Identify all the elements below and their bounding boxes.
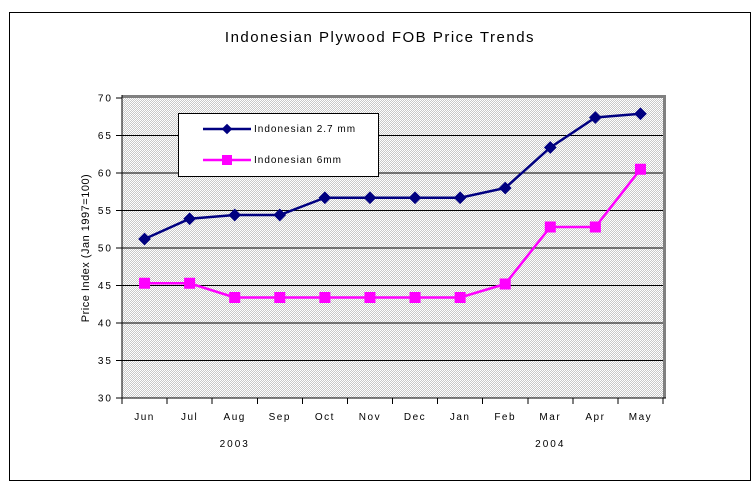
square-marker: [409, 292, 421, 303]
y-axis-tick-label: 65: [98, 131, 113, 142]
diamond-marker: [228, 208, 242, 222]
line-diamond-marker-icon: [203, 123, 251, 135]
y-axis-tick-label: 35: [98, 356, 113, 367]
x-axis-tick-label: Dec: [404, 412, 426, 423]
square-marker: [499, 278, 511, 290]
diamond-marker: [318, 191, 332, 205]
legend: Indonesian 2.7 mm Indonesian 6mm: [178, 113, 379, 177]
square-marker: [139, 277, 151, 289]
y-axis-tick-label: 55: [98, 206, 113, 217]
x-axis-tick-label: Jan: [450, 412, 471, 423]
diamond-marker: [363, 191, 377, 205]
square-marker: [454, 292, 466, 303]
y-axis-tick-label: 45: [98, 281, 113, 292]
diamond-marker: [408, 191, 422, 205]
series-line-0: [144, 112, 641, 241]
x-axis-tick-label: Mar: [539, 412, 561, 423]
plot-border-right: [663, 95, 666, 398]
legend-entry-series-2: Indonesian 6mm: [179, 146, 378, 174]
square-marker: [364, 292, 376, 303]
y-axis-title: Price Index (Jan 1997=100): [80, 173, 92, 323]
x-axis-tick-label: Jul: [181, 412, 198, 423]
x-axis-tick-label: Nov: [359, 412, 381, 423]
x-axis-tick-label: Apr: [585, 412, 605, 423]
diamond-marker: [498, 181, 512, 195]
legend-label-series-1: Indonesian 2.7 mm: [254, 123, 357, 135]
x-axis-tick-label: Jun: [134, 412, 155, 423]
x-axis-tick-label: Sep: [269, 412, 291, 423]
square-marker: [184, 277, 196, 289]
year-label: 2004: [535, 439, 565, 450]
year-label: 2003: [220, 439, 250, 450]
square-marker: [274, 292, 286, 303]
square-marker: [544, 221, 556, 233]
y-axis-tick-label: 50: [98, 244, 113, 255]
y-axis-tick-label: 30: [98, 394, 113, 405]
diamond-marker: [453, 191, 467, 205]
chart-frame: Indonesian Plywood FOB Price Trends 30 35…: [9, 12, 751, 481]
legend-entry-series-1: Indonesian 2.7 mm: [179, 115, 378, 143]
y-axis-tick-label: 40: [98, 319, 113, 330]
series-line-1: [144, 168, 642, 299]
diamond-marker: [634, 107, 647, 121]
square-marker: [229, 292, 241, 303]
diamond-marker: [138, 232, 151, 246]
plot-canvas: 30 35 40 45 50 55 60 65 70 Jun Jul Aug Sep Oct Nov Dec J…: [98, 94, 666, 450]
x-axis-tick-label: Aug: [224, 412, 246, 423]
diamond-marker: [183, 212, 196, 226]
square-marker: [589, 221, 601, 233]
line-square-marker-icon: [203, 155, 251, 165]
x-axis-tick-label: Oct: [315, 412, 335, 423]
square-marker: [319, 292, 331, 303]
plot-border-top: [122, 95, 666, 98]
chart-title: Indonesian Plywood FOB Price Trends: [224, 29, 536, 46]
y-axis-tick-label: 60: [98, 169, 113, 180]
y-axis-tick-label: 70: [98, 94, 113, 105]
legend-diamond-marker: [221, 123, 233, 135]
x-axis-tick-label: Feb: [494, 412, 516, 423]
legend-square-marker: [222, 155, 232, 165]
diamond-marker: [273, 208, 287, 222]
legend-label-series-2: Indonesian 6mm: [254, 154, 342, 166]
square-marker: [634, 163, 646, 175]
x-axis-tick-label: May: [629, 412, 652, 423]
